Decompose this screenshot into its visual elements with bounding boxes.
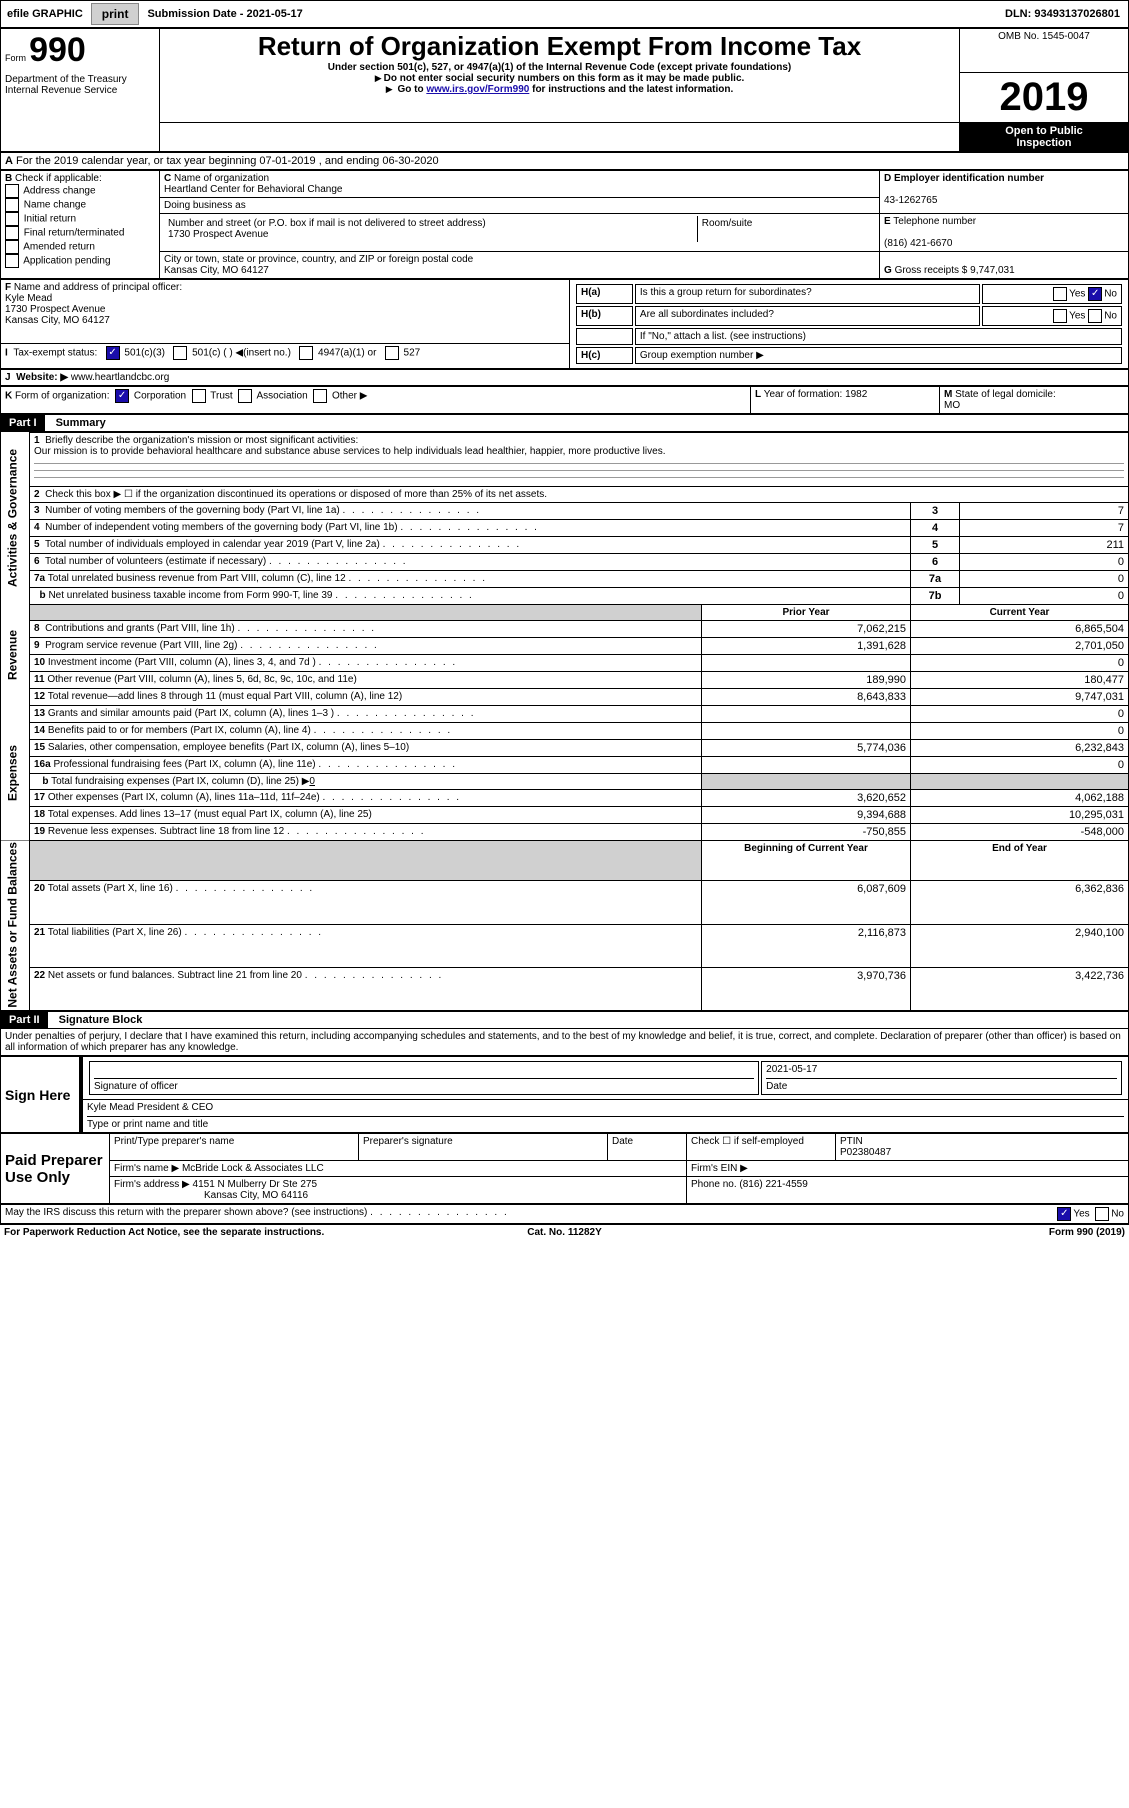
line-a: A For the 2019 calendar year, or tax yea…: [1, 152, 1129, 169]
dept-treasury: Department of the Treasury: [5, 74, 127, 85]
box-g: G Gross receipts $ 9,747,031: [880, 251, 1129, 278]
box-c-dba: Doing business as: [160, 197, 880, 213]
dept-irs: Internal Revenue Service: [5, 85, 117, 96]
perjury-statement: Under penalties of perjury, I declare th…: [0, 1029, 1129, 1056]
box-b: B Check if applicable: Address change Na…: [1, 170, 160, 278]
section-netassets: Net Assets or Fund Balances: [1, 840, 30, 1011]
section-governance: Activities & Governance: [1, 432, 30, 604]
dln: DLN: 93493137026801: [1005, 8, 1128, 20]
form-number: 990: [29, 31, 86, 69]
box-f: F Name and address of principal officer:…: [1, 279, 570, 343]
section-revenue: Revenue: [1, 604, 30, 705]
box-d: D Employer identification number 43-1262…: [880, 170, 1129, 213]
section-expenses: Expenses: [1, 705, 30, 840]
page-footer: For Paperwork Reduction Act Notice, see …: [0, 1224, 1129, 1240]
paid-preparer-block: Paid Preparer Use Only Print/Type prepar…: [0, 1133, 1129, 1204]
box-c-city: City or town, state or province, country…: [160, 251, 880, 278]
tax-year: 2019: [960, 72, 1129, 122]
inspection-box: Open to PublicInspection: [960, 122, 1129, 151]
sign-here-block: Sign Here Signature of officer 2021-05-1…: [0, 1056, 1129, 1133]
form-label: Form: [5, 53, 26, 63]
part-ii-header: Part II Signature Block: [0, 1011, 1129, 1029]
box-l: L Year of formation: 1982: [751, 386, 940, 413]
box-j: J Website: ▶ www.heartlandcbc.org: [1, 369, 1129, 385]
box-i: I Tax-exempt status: 501(c)(3) 501(c) ( …: [1, 343, 570, 368]
form-subtitle: Under section 501(c), 527, or 4947(a)(1)…: [164, 62, 955, 73]
top-bar: efile GRAPHIC print Submission Date - 20…: [0, 0, 1129, 28]
box-e: E Telephone number (816) 421-6670: [880, 213, 1129, 251]
note-goto: Go to www.irs.gov/Form990 for instructio…: [164, 84, 955, 95]
irs-link[interactable]: www.irs.gov/Form990: [426, 84, 529, 95]
mission-text: Our mission is to provide behavioral hea…: [34, 446, 665, 457]
form-title: Return of Organization Exempt From Incom…: [164, 31, 955, 62]
subdate-label: Submission Date - 2021-05-17: [141, 8, 308, 20]
part-i-header: Part I Summary: [0, 414, 1129, 432]
omb-number: OMB No. 1545-0047: [960, 29, 1129, 73]
box-c-addr: Number and street (or P.O. box if mail i…: [160, 213, 880, 251]
note-ssn: Do not enter social security numbers on …: [164, 73, 955, 84]
print-button[interactable]: print: [91, 3, 140, 25]
part-i-table: Activities & Governance 1 Briefly descri…: [0, 432, 1129, 1012]
form-header: Form 990 Return of Organization Exempt F…: [0, 28, 1129, 152]
box-k: K Form of organization: Corporation Trus…: [1, 386, 751, 413]
box-h: H(a)Is this a group return for subordina…: [570, 279, 1129, 368]
box-c-name: C Name of organization Heartland Center …: [160, 170, 880, 197]
box-m: M State of legal domicile:MO: [940, 386, 1129, 413]
discuss-row: May the IRS discuss this return with the…: [1, 1205, 1129, 1224]
efile-label: efile GRAPHIC: [1, 8, 89, 20]
